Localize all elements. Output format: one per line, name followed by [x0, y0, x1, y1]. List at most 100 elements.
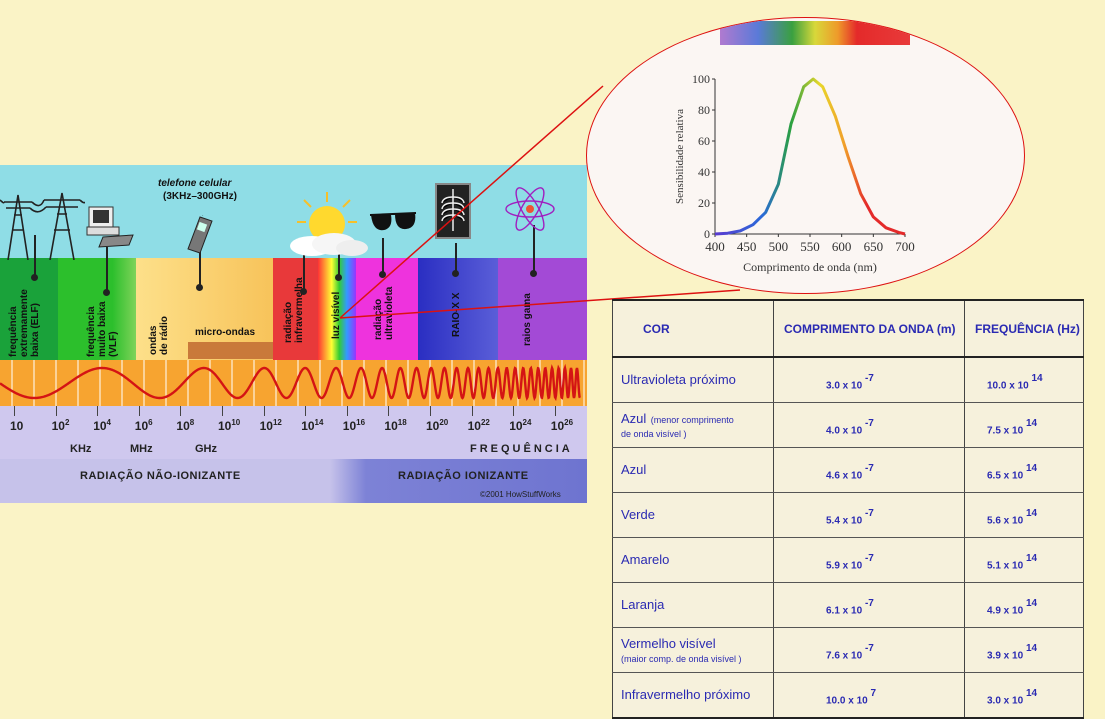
- pointer-elf: [31, 235, 38, 281]
- sensitivity-chart: 400 450 500 550 600 650 700 0 20 40 60 80 100 Comprim…: [674, 21, 915, 274]
- pointer-uv: [379, 238, 386, 278]
- wavelength-exponent: 7: [870, 688, 877, 700]
- color-name: Azul: [621, 410, 647, 426]
- x-tick-label: 600: [832, 239, 852, 254]
- frequency-tick: 1026: [550, 418, 574, 433]
- pointer-phone: [196, 247, 203, 291]
- cell-wavelength: 5.9 x 10 -7: [773, 537, 965, 583]
- wave-line: [0, 363, 582, 402]
- tick-mark: [471, 406, 473, 416]
- frequency-exponent: 14: [1025, 463, 1038, 475]
- y-tick-label: 60: [698, 134, 710, 148]
- wavelength-strip: [0, 360, 587, 406]
- non-ionizing-strip: [0, 459, 330, 503]
- frequency-tick: 1020: [426, 418, 449, 433]
- cell-frequency: 10.0 x 10 14: [964, 357, 1084, 403]
- tick-mark: [263, 406, 265, 416]
- table-row: Verde 5.4 x 10 -7 5.6 x 10 14: [612, 492, 1084, 538]
- color-note: de onda visível ): [621, 428, 687, 439]
- x-tick-label: 550: [800, 239, 820, 254]
- color-name: Ultravioleta próximo: [621, 372, 736, 387]
- cell-frequency: 7.5 x 10 14: [964, 402, 1084, 448]
- y-tick-label: 0: [704, 227, 710, 241]
- wavelength-value: 4.6 x 10: [826, 470, 863, 482]
- x-tick-label: 400: [705, 239, 725, 254]
- tick-mark: [388, 406, 390, 416]
- frequency-tick: 1010: [218, 418, 241, 433]
- cell-color: Verde: [612, 492, 774, 538]
- tick-mark: [180, 406, 182, 416]
- atom-icon: [505, 187, 555, 231]
- cell-color: Laranja: [612, 582, 774, 628]
- header-color: COR: [612, 299, 774, 358]
- sun-icon: [290, 192, 368, 256]
- ionizing-label: RADIAÇÃO IONIZANTE: [398, 470, 529, 482]
- wavelength-value: 4.0 x 10: [826, 425, 863, 437]
- color-name: Infravermelho próximo: [621, 687, 751, 702]
- frequency-value: 4.9 x 10: [987, 605, 1024, 617]
- wavelength-exponent: -7: [864, 553, 874, 565]
- non-ionizing-label: RADIAÇÃO NÃO-IONIZANTE: [80, 470, 241, 482]
- tick-mark: [305, 406, 307, 416]
- pointer-ir: [300, 245, 307, 295]
- tick-mark: [222, 406, 223, 416]
- frequency-exponent: 14: [1025, 553, 1038, 565]
- wavelength-exponent: -7: [864, 598, 874, 610]
- frequency-tick: 1016: [342, 418, 366, 433]
- frequency-exponent: 14: [1031, 373, 1043, 385]
- table-row: Ultravioleta próximo 3.0 x 10 -7 10.0 x 10…: [612, 357, 1084, 403]
- wavelength-value: 5.4 x 10: [826, 515, 863, 527]
- tick-mark: [346, 406, 348, 416]
- tick-mark: [138, 406, 140, 416]
- frequency-label: FREQUÊNCIA: [470, 443, 573, 455]
- y-tick-label: 20: [698, 196, 710, 210]
- pointer-xray: [452, 243, 459, 277]
- ionizing-strip: [330, 459, 587, 503]
- frequency-value: 3.0 x 10: [987, 695, 1024, 707]
- cell-wavelength: 3.0 x 10 -7: [773, 357, 965, 403]
- cell-color: Infravermelho próximo: [612, 672, 774, 719]
- wavelength-value: 5.9 x 10: [826, 560, 863, 572]
- pointer-vlf: [103, 247, 110, 296]
- frequency-tick: 1014: [301, 418, 324, 433]
- wavelength-exponent: -7: [864, 508, 874, 520]
- table-row: Azul 4.6 x 10 -7 6.5 x 10 14: [612, 447, 1084, 493]
- band-micro: [188, 342, 273, 359]
- magnifier-circle: 400 450 500 550 600 650 700 0 20 40 60 80 100 Comprim…: [586, 17, 1025, 294]
- y-axis-label: Sensibilidade relativa: [674, 109, 686, 204]
- frequency-tick: 1018: [384, 418, 407, 433]
- cell-color: Azul (menor comprimento de onda visível ): [612, 402, 774, 448]
- x-tick-label: 700: [895, 239, 915, 254]
- unit-khz: KHz: [70, 443, 92, 455]
- band-label-micro: micro-ondas: [195, 327, 256, 338]
- color-name: Laranja: [621, 597, 665, 612]
- color-name: Verde: [621, 507, 655, 522]
- frequency-exponent: 14: [1025, 418, 1038, 430]
- color-name: Amarelo: [621, 552, 670, 567]
- frequency-tick: 106: [134, 418, 153, 433]
- frequency-value: 5.1 x 10: [987, 560, 1024, 572]
- frequency-value: 7.5 x 10: [987, 425, 1024, 437]
- credit-label: ©2001 HowStuffWorks: [480, 490, 561, 499]
- cell-frequency: 3.9 x 10 14: [964, 627, 1084, 673]
- wavelength-value: 6.1 x 10: [826, 605, 863, 617]
- cell-frequency: 5.1 x 10 14: [964, 537, 1084, 583]
- cell-frequency: 4.9 x 10 14: [964, 582, 1084, 628]
- frequency-tick: 1024: [509, 418, 532, 433]
- cell-frequency: 3.0 x 10 14: [964, 672, 1084, 719]
- unit-mhz: MHz: [130, 443, 153, 455]
- cell-wavelength: 7.6 x 10 -7: [773, 627, 965, 673]
- cell-wavelength: 6.1 x 10 -7: [773, 582, 965, 628]
- power-tower-icon: [0, 192, 85, 260]
- tick-mark: [554, 406, 556, 416]
- frequency-tick: 1012: [259, 418, 282, 433]
- header-wavelength: COMPRIMENTO DA ONDA (m): [773, 299, 965, 358]
- sensitivity-curve: [714, 77, 906, 236]
- pointer-visible: [335, 245, 342, 281]
- wavelength-wave: [0, 360, 585, 406]
- cell-frequency: 6.5 x 10 14: [964, 447, 1084, 493]
- sunglasses-icon: [369, 212, 417, 231]
- cell-wavelength: 4.6 x 10 -7: [773, 447, 965, 493]
- frequency-tick: 1022: [467, 418, 490, 433]
- table-row: Amarelo 5.9 x 10 -7 5.1 x 10 14: [612, 537, 1084, 583]
